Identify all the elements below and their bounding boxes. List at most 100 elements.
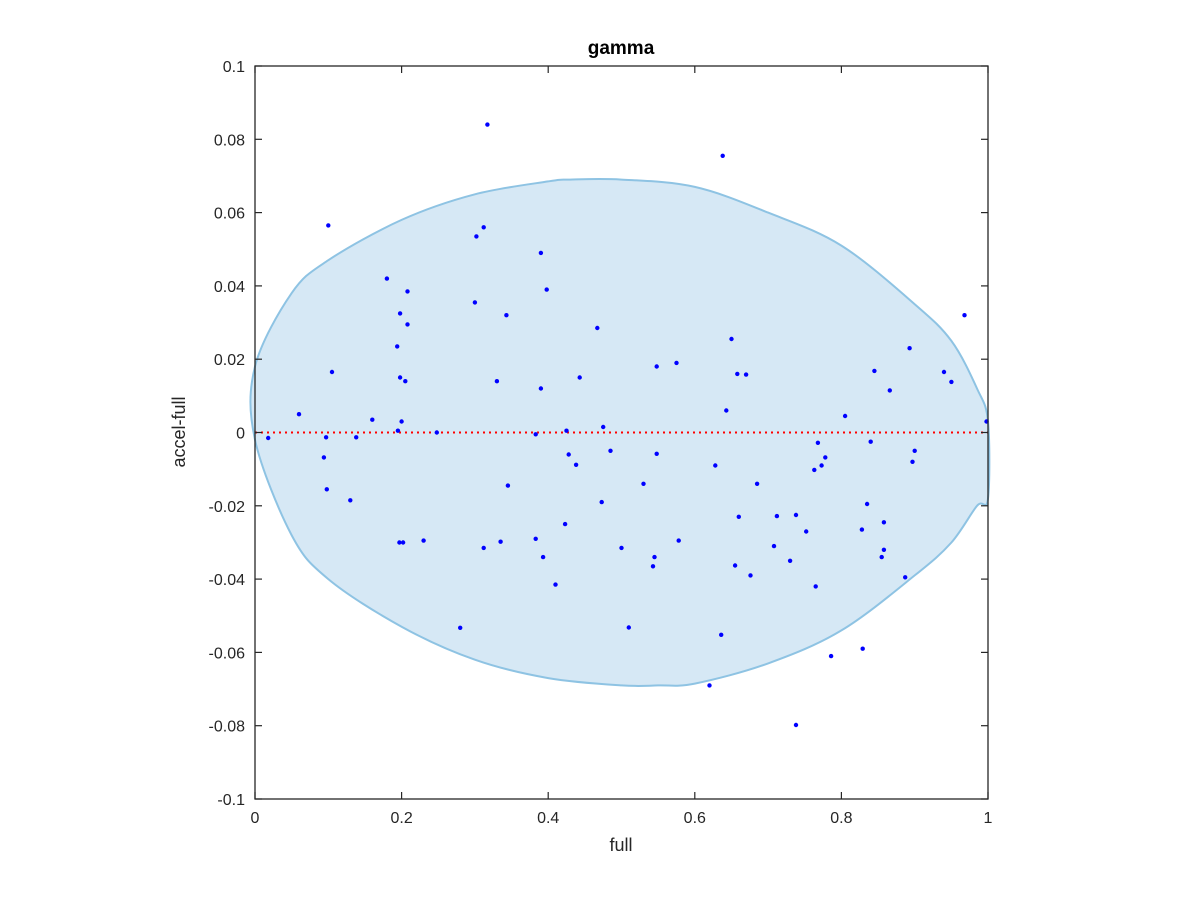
data-point — [321, 455, 327, 460]
y-tick-label: 0.02 — [214, 352, 245, 369]
data-point — [881, 547, 887, 552]
data-point — [819, 463, 824, 468]
data-point — [481, 225, 486, 230]
data-point — [787, 558, 793, 563]
x-tick-label: 1 — [984, 810, 993, 827]
data-point — [533, 432, 538, 437]
data-point — [754, 481, 760, 486]
y-tick-label: -0.1 — [217, 792, 245, 809]
data-point — [650, 564, 656, 569]
data-point — [538, 386, 544, 391]
x-tick-label: 0.4 — [537, 810, 559, 827]
x-tick-label: 0 — [251, 810, 260, 827]
y-ticks: -0.1 -0.08 -0.06 -0.04 -0.02 0 0.02 0.04 0.06 0.0… — [209, 59, 988, 809]
y-tick-label: -0.08 — [209, 719, 246, 736]
data-point — [564, 428, 569, 433]
data-point — [494, 379, 500, 384]
data-point — [842, 413, 848, 419]
data-point — [729, 336, 734, 342]
y-tick-label: -0.04 — [209, 572, 246, 589]
data-point — [619, 545, 624, 551]
y-tick-label: -0.06 — [209, 645, 246, 662]
data-point — [793, 512, 799, 518]
data-point — [949, 379, 954, 385]
x-axis-label: full — [609, 835, 632, 855]
data-point — [400, 540, 406, 545]
x-tick-label: 0.8 — [830, 810, 852, 827]
data-point — [498, 539, 503, 544]
data-point — [864, 501, 870, 507]
data-point — [577, 375, 582, 380]
data-point — [474, 234, 479, 239]
x-ticks: 0 0.2 0.4 0.6 0.8 1 — [251, 66, 993, 827]
data-point — [654, 364, 659, 369]
y-tick-label: 0 — [236, 426, 245, 443]
data-point — [907, 346, 912, 351]
data-point — [674, 360, 679, 366]
y-tick-label: -0.02 — [209, 499, 246, 516]
data-point — [354, 435, 359, 440]
data-point — [719, 632, 724, 637]
data-point — [348, 498, 353, 503]
data-point — [813, 584, 818, 589]
data-point — [828, 653, 834, 659]
data-point — [434, 430, 439, 435]
data-point — [296, 412, 302, 417]
data-point — [384, 276, 390, 281]
data-point — [732, 563, 738, 568]
data-point — [868, 439, 873, 444]
data-point — [397, 375, 403, 380]
data-point — [329, 369, 335, 375]
data-point — [323, 435, 329, 440]
data-point — [326, 223, 331, 228]
data-point — [823, 455, 828, 460]
data-point — [652, 554, 657, 560]
data-point — [504, 313, 509, 318]
data-point — [324, 487, 329, 492]
data-point — [544, 287, 549, 292]
data-point — [553, 582, 558, 587]
data-points — [266, 122, 989, 728]
data-point — [266, 435, 271, 441]
y-tick-label: 0.06 — [214, 206, 245, 223]
data-point — [804, 529, 809, 534]
data-point — [654, 451, 659, 456]
data-point — [505, 483, 511, 488]
data-point — [458, 625, 463, 630]
data-point — [713, 463, 718, 468]
data-point — [815, 440, 821, 445]
data-point — [860, 646, 865, 651]
data-point — [881, 520, 887, 525]
data-point — [872, 368, 877, 374]
data-point — [912, 448, 917, 453]
x-tick-label: 0.6 — [684, 810, 706, 827]
data-point — [887, 388, 892, 393]
data-point — [859, 527, 865, 532]
data-point — [626, 625, 631, 630]
data-point — [573, 462, 579, 467]
data-point — [399, 419, 404, 424]
data-point — [599, 499, 604, 505]
data-point — [676, 538, 681, 543]
data-point — [720, 153, 725, 158]
data-point — [421, 538, 426, 543]
data-point — [405, 322, 410, 327]
data-point — [472, 300, 478, 305]
x-tick-label: 0.2 — [390, 810, 412, 827]
data-point — [774, 513, 780, 519]
data-point — [540, 554, 546, 560]
data-point — [608, 448, 613, 453]
data-point — [736, 514, 741, 519]
data-point — [962, 313, 967, 318]
data-point — [812, 467, 817, 473]
data-point — [533, 536, 538, 541]
data-point — [395, 344, 400, 349]
data-point — [562, 521, 568, 527]
data-point — [879, 554, 884, 560]
data-point — [941, 369, 947, 375]
data-point — [707, 683, 712, 688]
y-axis-label: accel-full — [169, 396, 189, 467]
y-tick-label: 0.08 — [214, 132, 245, 149]
data-point — [370, 417, 375, 422]
